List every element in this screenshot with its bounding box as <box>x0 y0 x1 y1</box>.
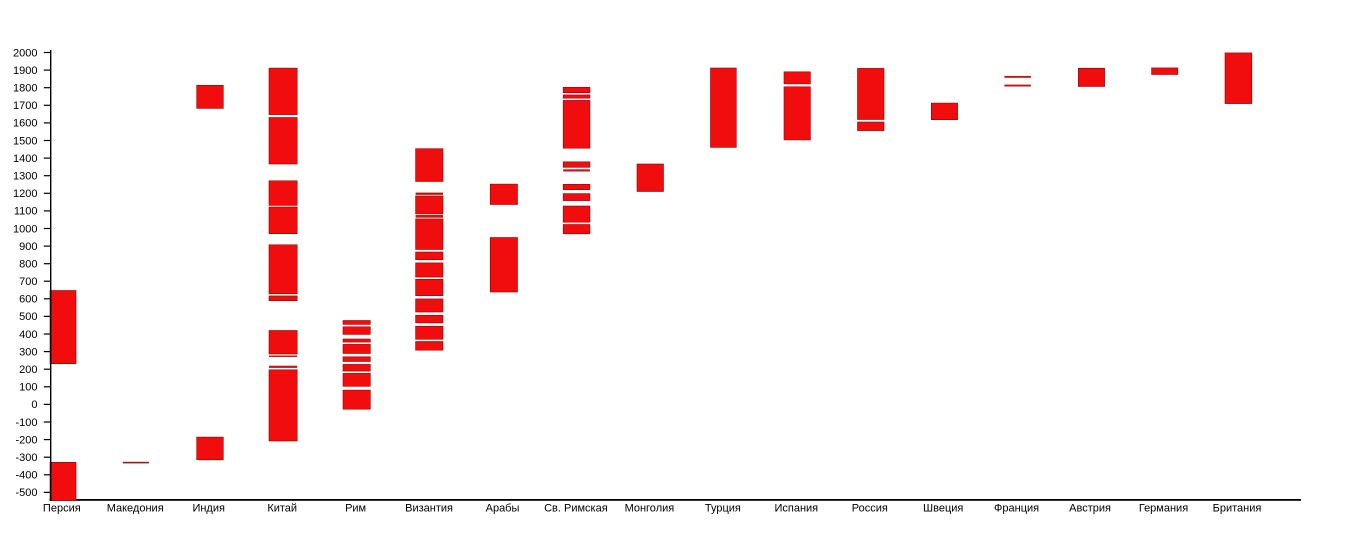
svg-text:-200: -200 <box>15 434 37 446</box>
svg-text:-500: -500 <box>15 487 37 499</box>
svg-text:Германия: Германия <box>1139 503 1188 515</box>
svg-text:-400: -400 <box>15 470 37 482</box>
svg-text:-100: -100 <box>15 417 37 429</box>
svg-text:Монголия: Монголия <box>625 503 675 515</box>
svg-text:1000: 1000 <box>13 223 37 235</box>
svg-text:Британия: Британия <box>1213 503 1262 515</box>
svg-text:-300: -300 <box>15 452 37 464</box>
svg-text:Индия: Индия <box>192 503 225 515</box>
svg-text:Турция: Турция <box>705 503 741 515</box>
svg-text:1700: 1700 <box>13 100 37 112</box>
svg-text:Швеция: Швеция <box>923 503 963 515</box>
svg-text:0: 0 <box>31 399 37 411</box>
svg-text:1600: 1600 <box>13 118 37 130</box>
svg-text:1900: 1900 <box>13 65 37 77</box>
svg-text:700: 700 <box>19 276 37 288</box>
svg-text:1800: 1800 <box>13 83 37 95</box>
svg-text:1200: 1200 <box>13 188 37 200</box>
svg-text:500: 500 <box>19 311 37 323</box>
svg-text:900: 900 <box>19 241 37 253</box>
svg-text:Византия: Византия <box>405 503 453 515</box>
svg-text:Россия: Россия <box>852 503 888 515</box>
svg-text:2000: 2000 <box>13 47 37 59</box>
svg-text:600: 600 <box>19 294 37 306</box>
svg-text:Китай: Китай <box>267 503 297 515</box>
svg-text:Св. Римская: Св. Римская <box>544 503 608 515</box>
svg-text:Испания: Испания <box>774 503 818 515</box>
svg-text:400: 400 <box>19 329 37 341</box>
svg-text:1500: 1500 <box>13 135 37 147</box>
svg-text:1400: 1400 <box>13 153 37 165</box>
svg-text:300: 300 <box>19 346 37 358</box>
svg-text:Рим: Рим <box>345 503 366 515</box>
svg-text:1300: 1300 <box>13 171 37 183</box>
svg-text:800: 800 <box>19 259 37 271</box>
svg-text:Персия: Персия <box>43 503 81 515</box>
svg-text:100: 100 <box>19 382 37 394</box>
svg-text:Франция: Франция <box>994 503 1039 515</box>
svg-text:200: 200 <box>19 364 37 376</box>
svg-text:Македония: Македония <box>107 503 164 515</box>
svg-text:Арабы: Арабы <box>486 503 520 515</box>
svg-text:1100: 1100 <box>14 206 38 218</box>
svg-text:Австрия: Австрия <box>1069 503 1111 515</box>
